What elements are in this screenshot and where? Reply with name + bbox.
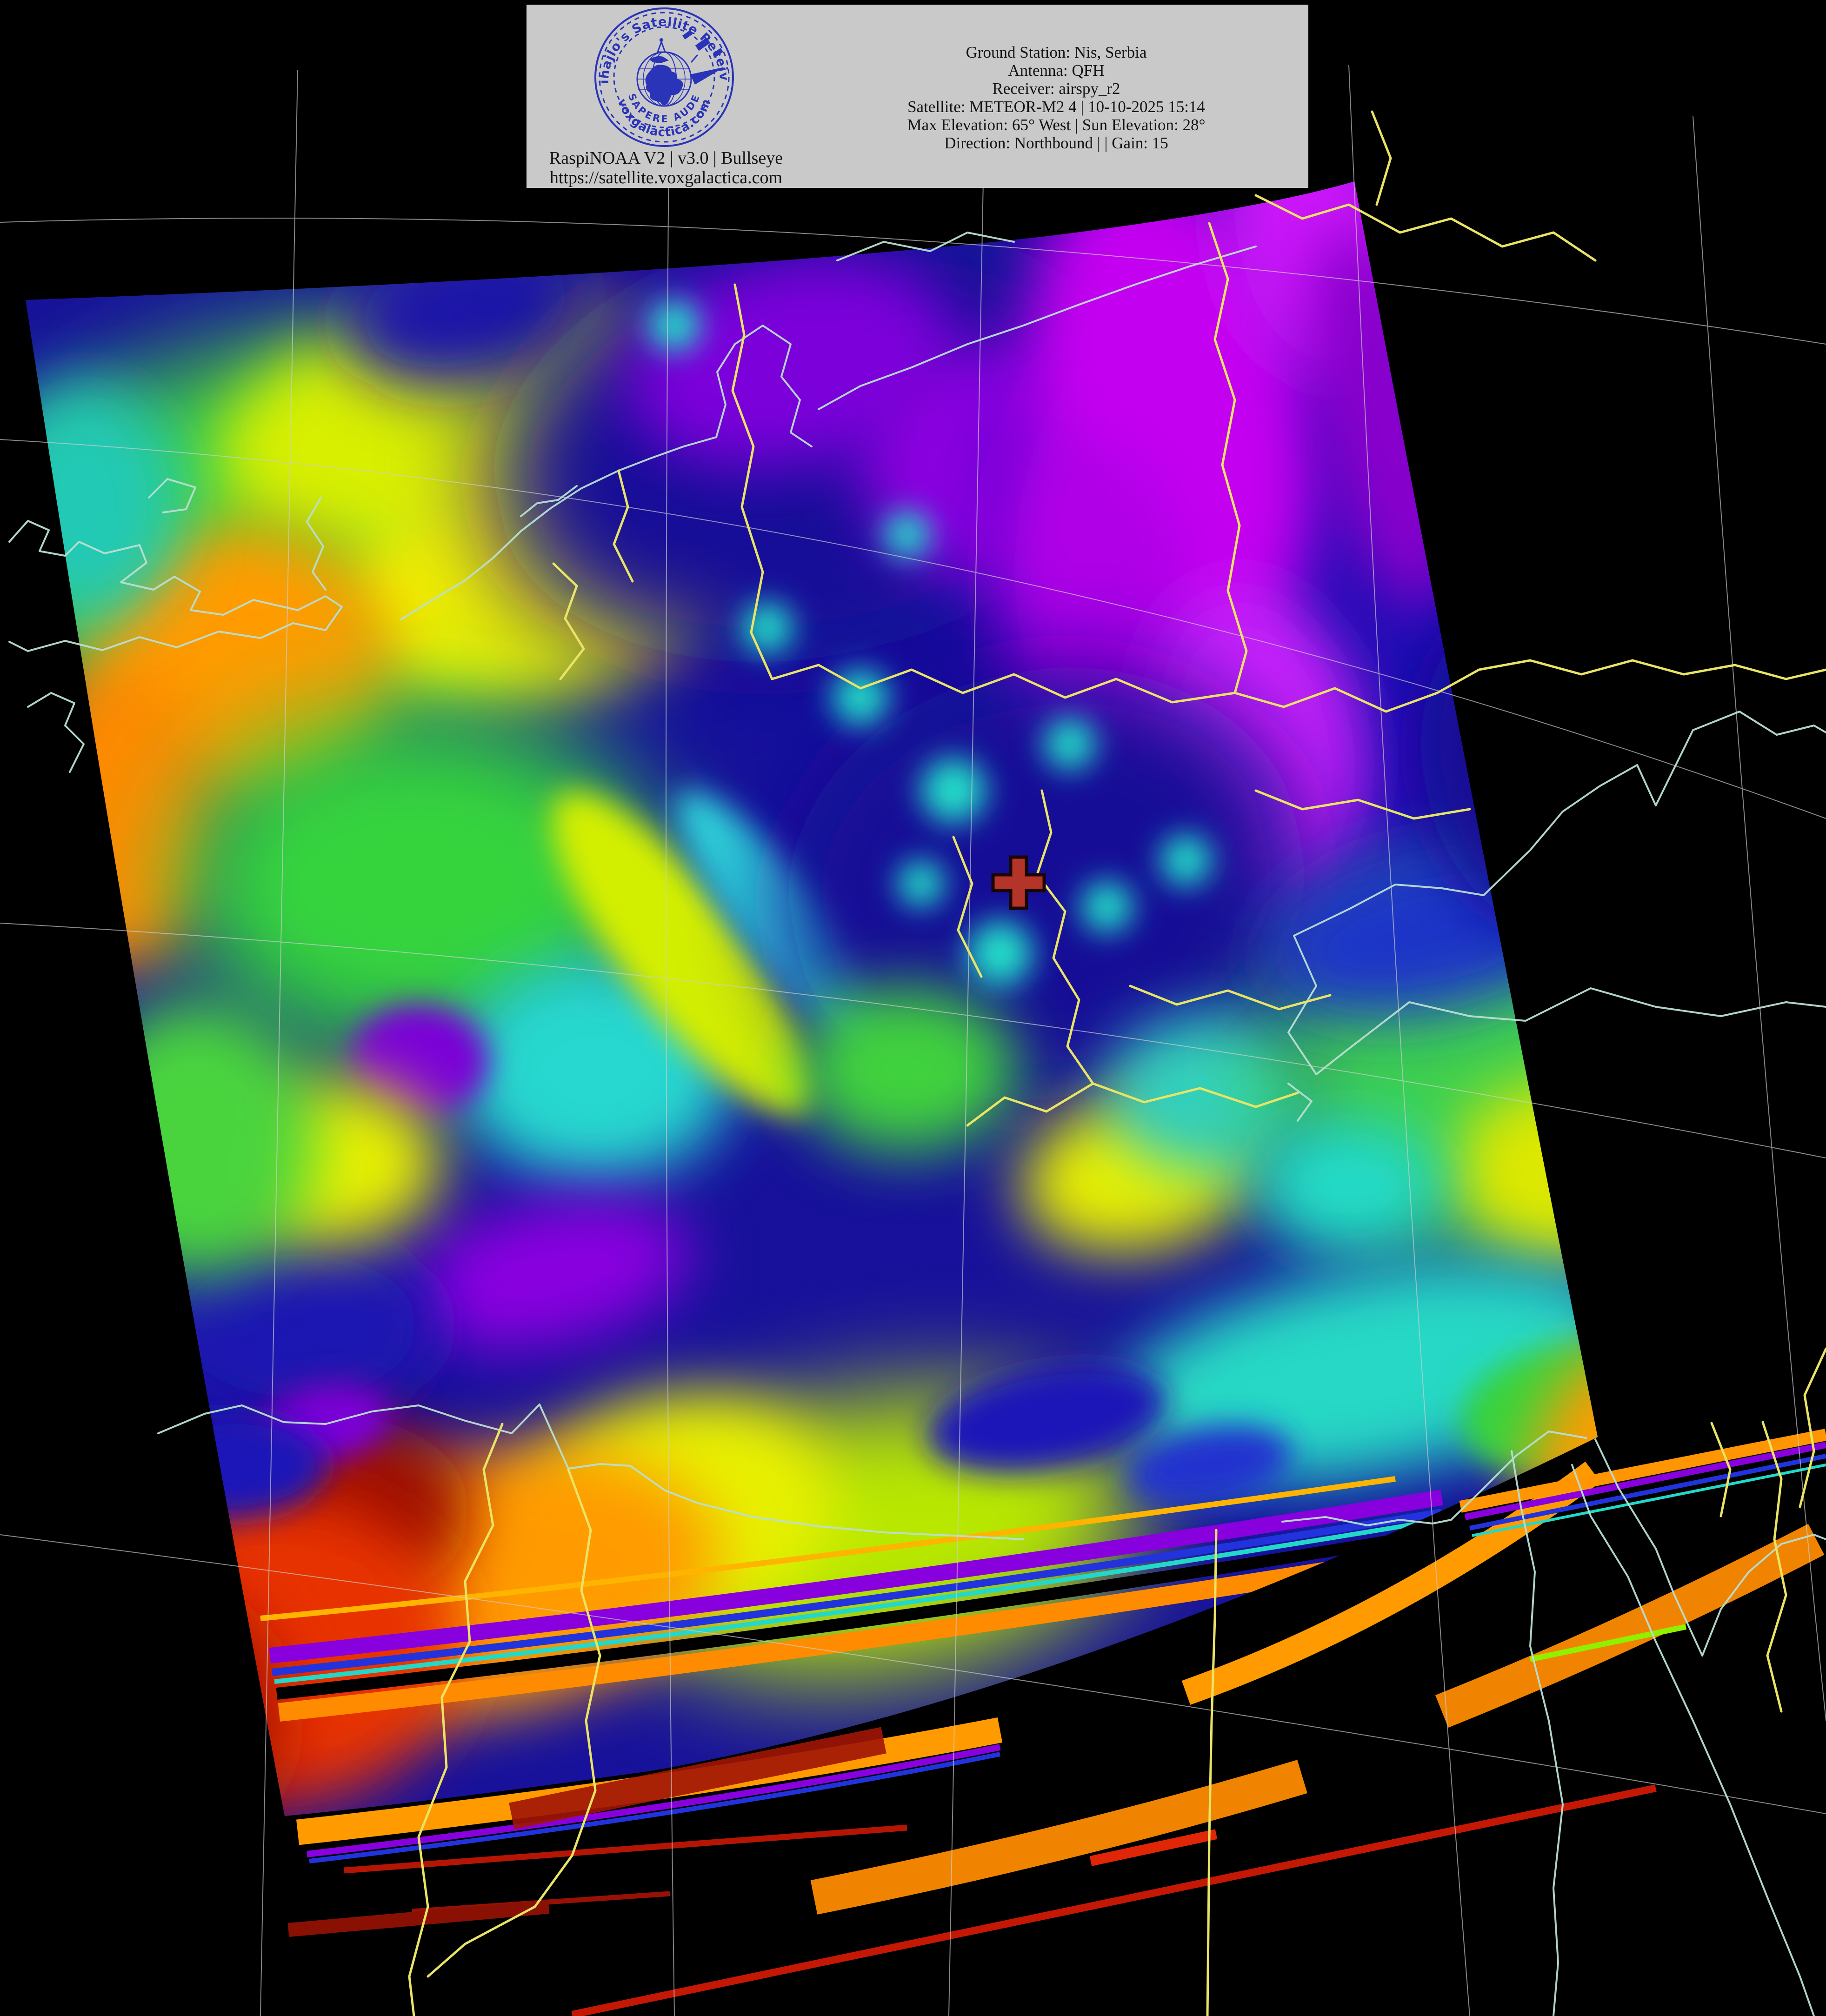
satellite-image-canvas: Mihajlo's Satellite Receiver voxgalactic… [0, 0, 1826, 2016]
app-version-line: RaspiNOAA V2 | v3.0 | Bullseye [549, 148, 783, 168]
satellite-product-page: Mihajlo's Satellite Receiver voxgalactic… [0, 0, 1826, 2016]
info-satellite-datetime: Satellite: METEOR-M2 4 | 10-10-2025 15:1… [907, 98, 1205, 116]
info-elevations: Max Elevation: 65° West | Sun Elevation:… [907, 116, 1205, 134]
info-direction-gain: Direction: Northbound | | Gain: 15 [944, 134, 1168, 152]
info-antenna: Antenna: QFH [1008, 61, 1104, 80]
website-url-line: https://satellite.voxgalactica.com [550, 168, 782, 187]
info-ground-station: Ground Station: Nis, Serbia [966, 43, 1147, 61]
software-credit-block: RaspiNOAA V2 | v3.0 | Bullseye https://s… [549, 148, 783, 187]
info-receiver: Receiver: airspy_r2 [992, 80, 1120, 98]
globe-icon [637, 52, 691, 106]
